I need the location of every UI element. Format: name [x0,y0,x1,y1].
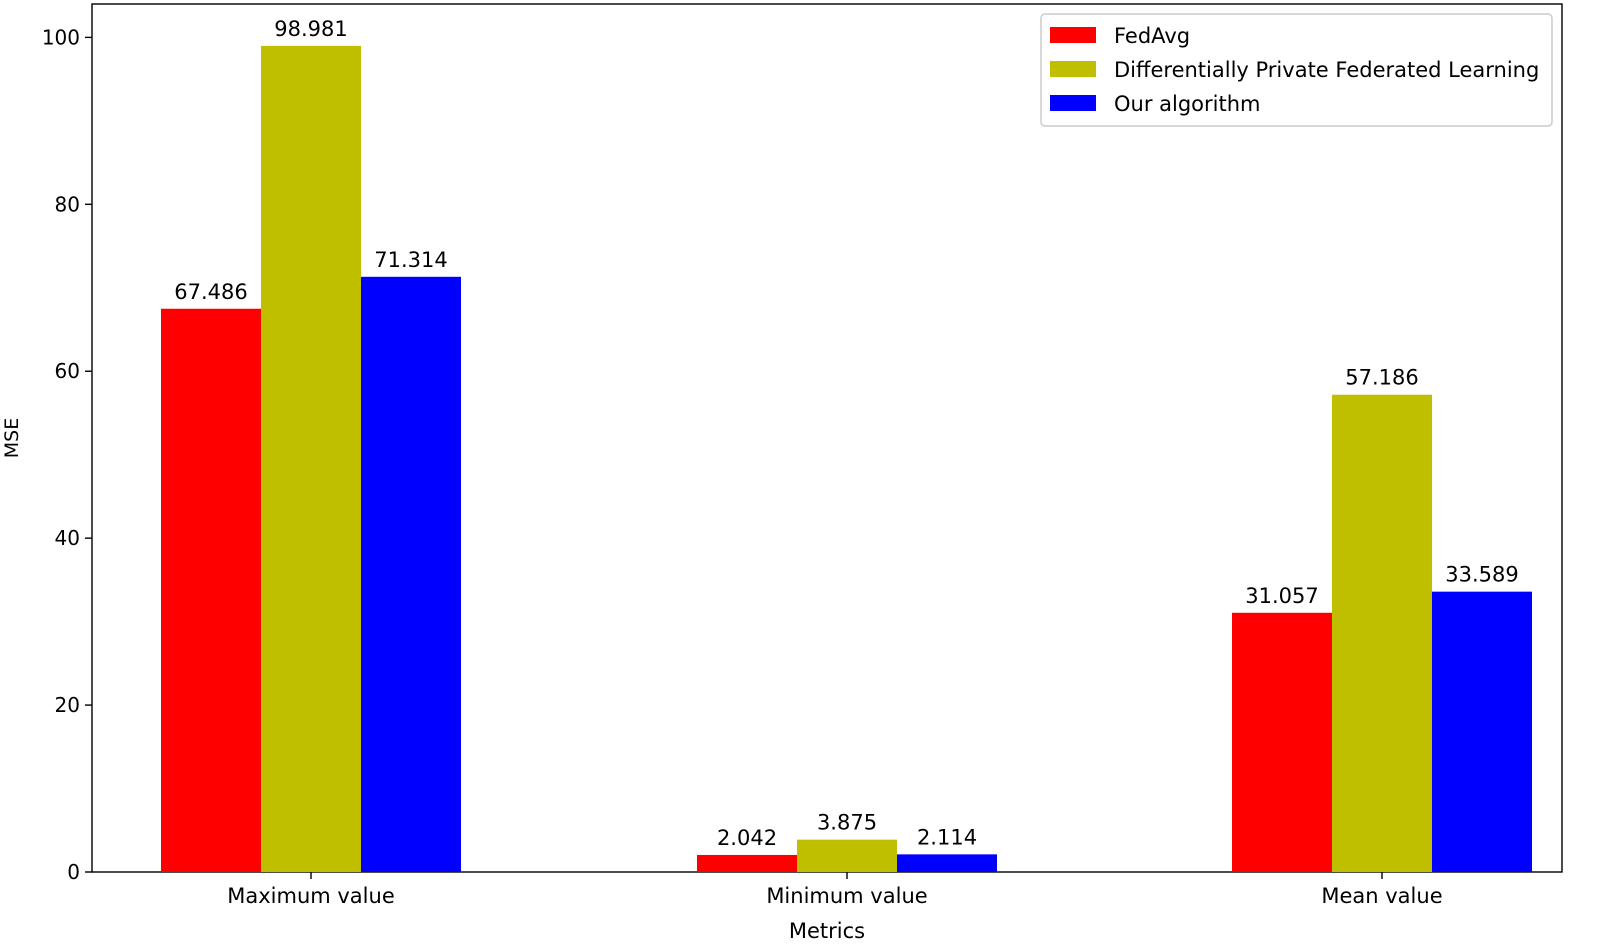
y-axis-label: MSE [1,418,23,458]
bar-value-label: 67.486 [174,280,247,304]
bar [697,854,797,872]
bar-value-label: 3.875 [817,811,877,835]
x-tick-label: Maximum value [227,884,395,908]
bar [1232,612,1332,872]
y-tick-label: 100 [42,25,80,49]
y-tick-label: 40 [55,526,80,550]
bar [261,45,361,873]
bar-value-label: 98.981 [274,17,347,41]
legend-swatch [1050,27,1096,43]
bar [797,839,897,872]
bar-value-label: 71.314 [374,248,447,272]
axes-layer: 0 20 40 60 80 100 Maximum value Minimum value Me… [1,3,1563,943]
bars-layer [161,45,1532,873]
x-tick-label: Minimum value [766,884,927,908]
legend-box [1040,13,1553,127]
bar-value-label: 33.589 [1445,563,1518,587]
bar-value-label: 2.042 [717,826,777,850]
x-axis-label: Metrics [789,919,865,941]
bar-value-label: 31.057 [1245,584,1318,608]
bar [1432,591,1532,872]
x-tick-label: Mean value [1321,884,1442,908]
bar-value-label: 2.114 [917,825,977,849]
bar [1332,394,1432,872]
y-tick-label: 0 [67,860,80,884]
legend-swatch [1050,61,1096,77]
y-tick-label: 60 [55,359,80,383]
data-labels-layer: 67.486 2.042 31.057 98.981 3.875 57.186 71.314… [174,17,1518,850]
bar-value-label: 57.186 [1345,366,1418,390]
legend-label: FedAvg [1114,24,1190,48]
legend-label: Differentially Private Federated Learnin… [1114,58,1539,82]
legend-swatch [1050,95,1096,111]
y-tick-label: 80 [55,192,80,216]
y-tick-label: 20 [55,693,80,717]
bar [161,308,261,872]
bar [897,854,997,872]
bar [361,276,461,873]
legend-label: Our algorithm [1114,92,1261,116]
legend: FedAvg Differentially Private Federated L… [1040,13,1553,127]
